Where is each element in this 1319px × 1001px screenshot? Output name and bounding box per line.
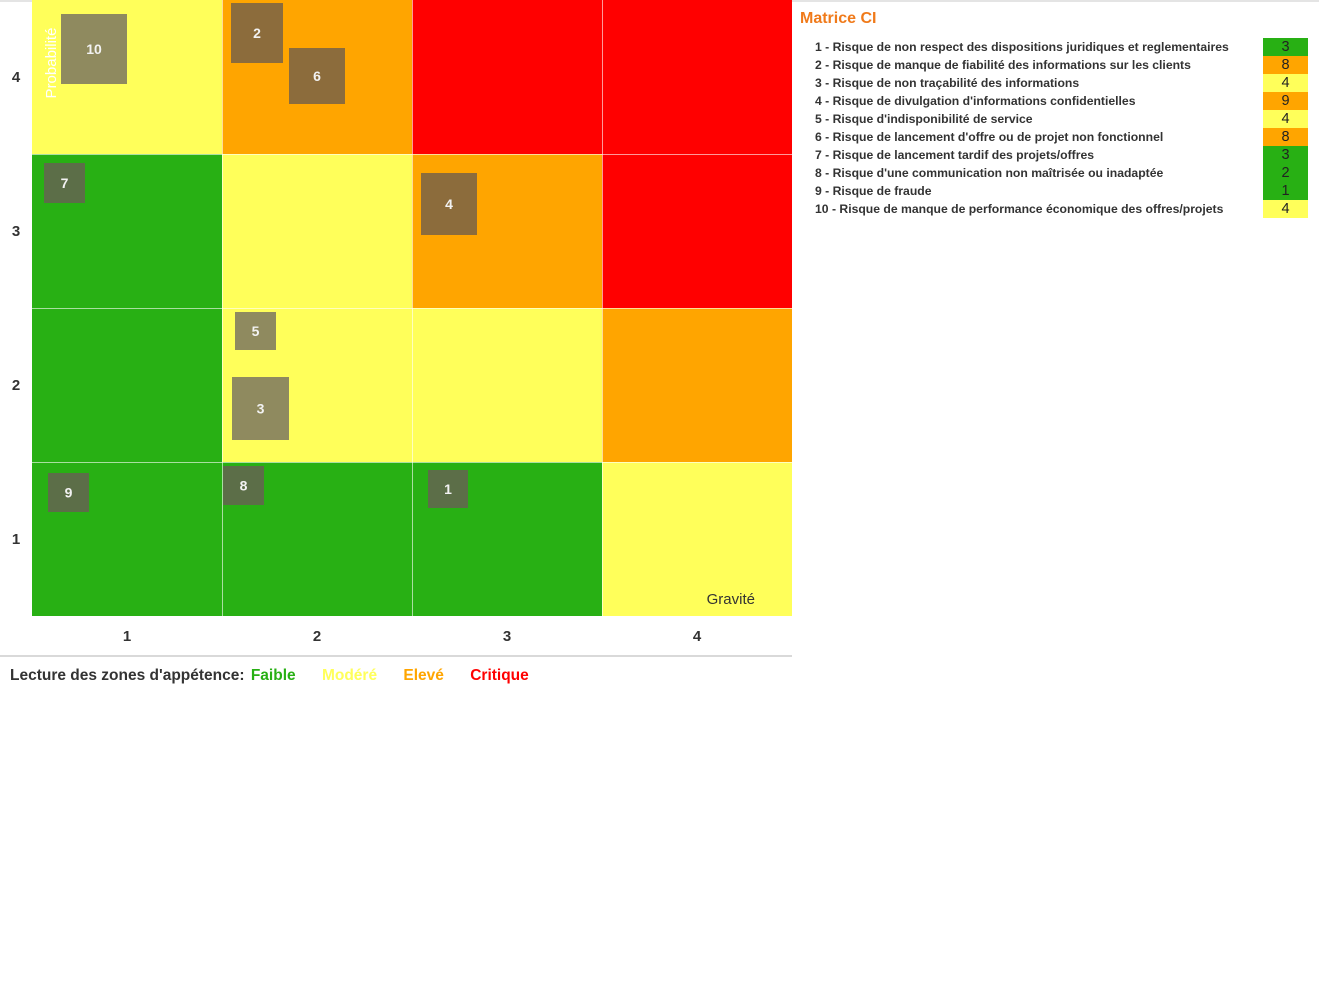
risk-marker <box>223 466 264 505</box>
matrix-cell-eleve <box>602 308 792 462</box>
risk-marker <box>48 473 89 512</box>
risk-list: 1 - Risque de non respect des dispositio… <box>800 38 1310 218</box>
risk-label: 3 - Risque de non traçabilité des inform… <box>815 76 1080 90</box>
risk-marker <box>235 312 276 350</box>
risk-score-badge: 4 <box>1263 74 1308 92</box>
risk-list-item: 1 - Risque de non respect des dispositio… <box>800 38 1310 56</box>
zones-legend-prefix: Lecture des zones d'appétence: <box>10 667 245 684</box>
risk-list-item: 5 - Risque d'indisponibilité de service 4 <box>800 110 1310 128</box>
matrix-cell-modere <box>222 154 412 308</box>
risk-score-badge: 9 <box>1263 92 1308 110</box>
x-axis-title: Gravité <box>707 591 755 608</box>
matrix-cell-critique <box>602 0 792 154</box>
legend-zone-faible: Faible <box>250 667 296 684</box>
risk-list-panel: Matrice CI 1 - Risque de non respect des… <box>800 10 1310 218</box>
matrix-cell-critique <box>412 0 602 154</box>
y-axis-title: Probabilité <box>43 28 60 99</box>
risk-marker-label: 5 <box>252 323 260 339</box>
risk-marker-label: 10 <box>86 41 102 57</box>
x-axis-baseline <box>0 655 792 657</box>
risk-list-item: 9 - Risque de fraude 1 <box>800 182 1310 200</box>
legend-zone-critique: Critique <box>470 667 529 684</box>
y-tick-label: 3 <box>12 223 20 240</box>
risk-marker-label: 4 <box>445 196 453 212</box>
risk-list-item: 6 - Risque de lancement d'offre ou de pr… <box>800 128 1310 146</box>
risk-score-badge: 8 <box>1263 56 1308 74</box>
risk-label: 10 - Risque de manque de performance éco… <box>815 202 1224 216</box>
risk-list-item: 2 - Risque de manque de fiabilité des in… <box>800 56 1310 74</box>
risk-label: 6 - Risque de lancement d'offre ou de pr… <box>815 130 1164 144</box>
risk-marker <box>289 48 345 104</box>
risk-label: 8 - Risque d'une communication non maîtr… <box>815 166 1164 180</box>
y-tick-label: 1 <box>12 531 20 548</box>
risk-marker <box>428 470 468 508</box>
risk-list-item: 7 - Risque de lancement tardif des proje… <box>800 146 1310 164</box>
x-tick-label: 4 <box>693 628 702 645</box>
risk-score-badge: 8 <box>1263 128 1308 146</box>
x-tick-label: 1 <box>123 628 131 645</box>
matrix-cell-faible <box>32 308 222 462</box>
risk-marker-label: 8 <box>240 478 248 494</box>
risk-list-item: 10 - Risque de manque de performance éco… <box>800 200 1310 218</box>
risk-label: 1 - Risque de non respect des dispositio… <box>815 40 1229 54</box>
risk-marker-label: 6 <box>313 68 321 84</box>
risk-marker-label: 1 <box>444 481 452 497</box>
y-tick-label: 4 <box>12 69 21 86</box>
x-tick-label: 3 <box>503 628 511 645</box>
risk-marker <box>44 163 85 203</box>
matrix-cell-modere <box>412 308 602 462</box>
risk-score-badge: 1 <box>1263 182 1308 200</box>
risk-marker-label: 3 <box>257 401 265 417</box>
zones-legend: Lecture des zones d'appétence: Faible Mo… <box>10 667 549 685</box>
risk-marker-label: 7 <box>61 175 69 191</box>
risk-marker <box>421 173 477 235</box>
risk-score-badge: 4 <box>1263 110 1308 128</box>
risk-label: 7 - Risque de lancement tardif des proje… <box>815 148 1095 162</box>
legend-zone-eleve: Elevé <box>403 667 444 684</box>
risk-marker-label: 9 <box>65 485 73 501</box>
risk-list-item: 8 - Risque d'une communication non maîtr… <box>800 164 1310 182</box>
risk-label: 2 - Risque de manque de fiabilité des in… <box>815 58 1191 72</box>
risk-label: 4 - Risque de divulgation d'informations… <box>815 94 1136 108</box>
risk-matrix-chart: 1 2 3 4 1 2 3 4 Probabilité Gravité 1 2 3 4 5 6 7 8 9 10 <box>12 0 792 645</box>
legend-zone-modere: Modéré <box>321 667 378 684</box>
risk-score-badge: 4 <box>1263 200 1308 218</box>
matrix-cell-modere <box>602 462 792 616</box>
risk-score-badge: 3 <box>1263 38 1308 56</box>
risk-list-item: 3 - Risque de non traçabilité des inform… <box>800 74 1310 92</box>
x-tick-label: 2 <box>313 628 321 645</box>
risk-label: 9 - Risque de fraude <box>815 184 932 198</box>
risk-marker <box>232 377 289 440</box>
panel-title: Matrice CI <box>800 10 877 27</box>
risk-score-badge: 2 <box>1263 164 1308 182</box>
risk-marker-label: 2 <box>253 25 261 41</box>
risk-score-badge: 3 <box>1263 146 1308 164</box>
risk-marker <box>231 3 283 63</box>
risk-label: 5 - Risque d'indisponibilité de service <box>815 112 1033 126</box>
risk-marker <box>61 14 127 84</box>
y-tick-label: 2 <box>12 377 20 394</box>
matrix-cell-critique <box>602 154 792 308</box>
risk-list-item: 4 - Risque de divulgation d'informations… <box>800 92 1310 110</box>
